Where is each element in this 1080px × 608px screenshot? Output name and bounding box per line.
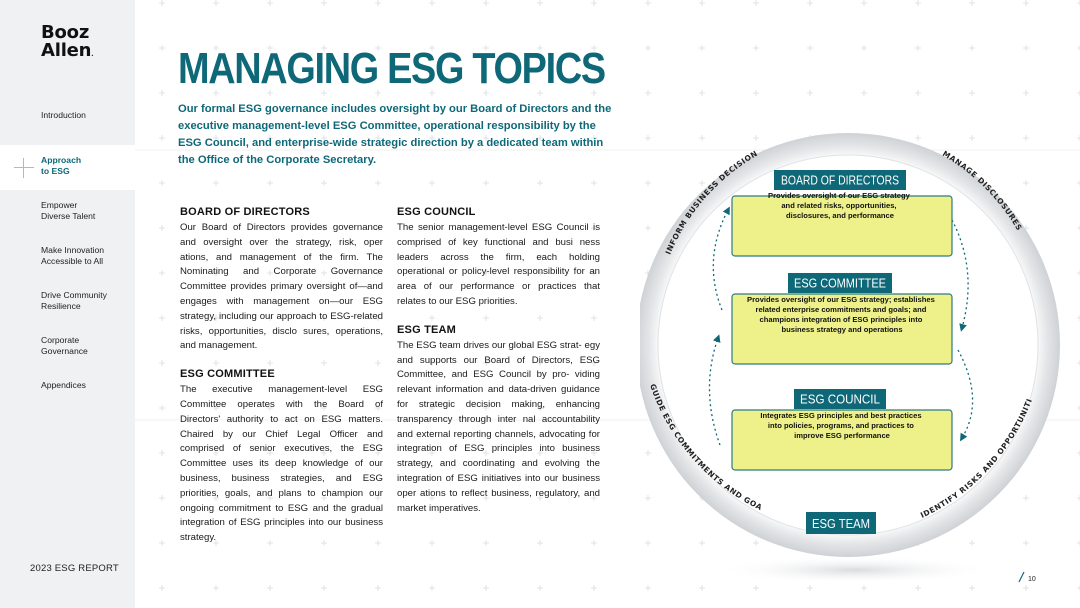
nav-item-corporate-governance[interactable]: Corporate Governance xyxy=(0,325,135,370)
board-of-directors-box: BOARD OF DIRECTORS Provides oversight of… xyxy=(731,170,953,257)
box-text: Provides oversight of our ESG strategy a… xyxy=(768,191,912,220)
arrow-right-lower xyxy=(957,349,974,442)
governance-diagram: INFORM BUSINESS DECISIONS MANAGE DISCLOS… xyxy=(640,110,1060,580)
arrow-left-upper xyxy=(712,206,730,311)
section-heading: BOARD OF DIRECTORS xyxy=(180,206,310,218)
nav-label: Appendices xyxy=(41,380,86,390)
section-body: Our Board of Directors provides governan… xyxy=(180,222,383,352)
plus-icon xyxy=(14,158,34,178)
section-body: The senior management-level ESG Council … xyxy=(397,222,600,307)
esg-team-label: ESG TEAM xyxy=(806,512,876,534)
svg-text:ESG TEAM: ESG TEAM xyxy=(812,516,870,531)
nav-label: Make Innovation Accessible to All xyxy=(41,245,105,266)
logo-line2: Allen. xyxy=(41,40,94,61)
arrow-right-upper xyxy=(951,219,969,332)
section-heading: ESG TEAM xyxy=(397,323,457,336)
nav-item-approach-to-esg[interactable]: Approach to ESG xyxy=(0,145,135,190)
page-number: 10 xyxy=(1028,576,1036,583)
text-column-right: ESG COUNCIL The senior management-level … xyxy=(397,204,600,528)
intro-paragraph: Our formal ESG governance includes overs… xyxy=(178,103,612,166)
logo-line1: Booz xyxy=(41,22,90,43)
esg-committee-box: ESG COMMITTEE Provides oversight of our … xyxy=(731,273,953,365)
page-title: MANAGING ESG TOPICS xyxy=(178,44,606,93)
section-heading: ESG COMMITTEE xyxy=(180,368,275,381)
diagram-shadow xyxy=(715,556,995,580)
report-label: 2023 ESG REPORT xyxy=(30,563,119,574)
nav-item-drive-community[interactable]: Drive Community Resilience xyxy=(0,280,135,325)
box-label: BOARD OF DIRECTORS xyxy=(781,173,899,188)
arrow-left-lower xyxy=(708,334,721,446)
section-body: The ESG team drives our global ESG strat… xyxy=(397,339,600,514)
section-body: The executive management-level ESG Commi… xyxy=(180,384,383,544)
box-label: ESG COMMITTEE xyxy=(794,276,886,291)
esg-council-box: ESG COUNCIL Integrates ESG principles an… xyxy=(731,389,953,471)
booz-allen-logo[interactable]: Booz Allen. xyxy=(41,24,101,64)
box-label: ESG COUNCIL xyxy=(800,392,880,407)
nav-item-empower-diverse-talent[interactable]: Empower Diverse Talent xyxy=(0,190,135,235)
sidebar-nav: Introduction Approach to ESG Empower Div… xyxy=(0,100,135,415)
section-heading: ESG COUNCIL xyxy=(397,206,476,218)
box-text: Provides oversight of our ESG strategy; … xyxy=(747,295,937,334)
sidebar: Booz Allen. Introduction Approach to ESG… xyxy=(0,0,135,608)
nav-item-appendices[interactable]: Appendices xyxy=(0,370,135,415)
text-column-left: BOARD OF DIRECTORS Our Board of Director… xyxy=(180,204,383,558)
nav-item-make-innovation[interactable]: Make Innovation Accessible to All xyxy=(0,235,135,280)
nav-label: Introduction xyxy=(41,110,86,120)
nav-item-introduction[interactable]: Introduction xyxy=(0,100,135,145)
box-text: Integrates ESG principles and best pract… xyxy=(760,411,923,440)
nav-label: Corporate Governance xyxy=(41,335,88,356)
nav-label: Approach to ESG xyxy=(41,155,82,176)
nav-label: Drive Community Resilience xyxy=(41,290,107,311)
slash-icon xyxy=(1018,571,1025,583)
nav-label: Empower Diverse Talent xyxy=(41,200,96,221)
